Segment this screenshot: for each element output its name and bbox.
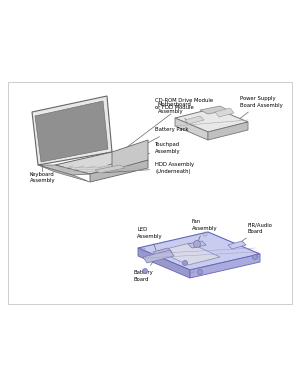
Polygon shape (138, 232, 260, 270)
Polygon shape (55, 152, 148, 174)
Polygon shape (143, 250, 174, 263)
Text: Battery
Board: Battery Board (133, 261, 153, 282)
Circle shape (142, 268, 148, 274)
Text: HDD Assembly
(Underneath): HDD Assembly (Underneath) (103, 163, 194, 173)
Polygon shape (208, 122, 248, 140)
Polygon shape (175, 108, 248, 132)
Text: Keyboard
Assembly: Keyboard Assembly (30, 172, 56, 183)
Circle shape (194, 241, 200, 248)
Polygon shape (228, 241, 246, 249)
Polygon shape (215, 108, 234, 117)
Circle shape (197, 270, 202, 274)
Polygon shape (158, 243, 220, 265)
Text: Battery Pack: Battery Pack (120, 128, 188, 158)
Polygon shape (138, 248, 190, 278)
Polygon shape (188, 241, 206, 248)
Polygon shape (175, 118, 208, 140)
Text: CD-ROM Drive Module
or FDD Module: CD-ROM Drive Module or FDD Module (120, 99, 213, 152)
Circle shape (182, 260, 188, 265)
Text: Fan
Assembly: Fan Assembly (192, 219, 218, 241)
Polygon shape (190, 254, 260, 278)
Polygon shape (153, 248, 172, 256)
Polygon shape (90, 160, 148, 182)
Polygon shape (38, 165, 90, 175)
Circle shape (253, 255, 257, 260)
Text: Motherboard
Assembly: Motherboard Assembly (158, 102, 192, 125)
Bar (8, 82, 292, 304)
Polygon shape (32, 96, 112, 165)
Polygon shape (200, 106, 228, 114)
Polygon shape (185, 116, 204, 124)
Polygon shape (95, 165, 125, 173)
Text: Power Supply
Board Assembly: Power Supply Board Assembly (240, 96, 283, 118)
Polygon shape (35, 101, 108, 162)
Text: LED
Assembly: LED Assembly (137, 227, 163, 250)
Text: Touchpad
Assembly: Touchpad Assembly (108, 142, 181, 165)
Polygon shape (38, 165, 90, 182)
Text: FIR/Audio
Board: FIR/Audio Board (240, 222, 273, 242)
Polygon shape (112, 140, 148, 170)
